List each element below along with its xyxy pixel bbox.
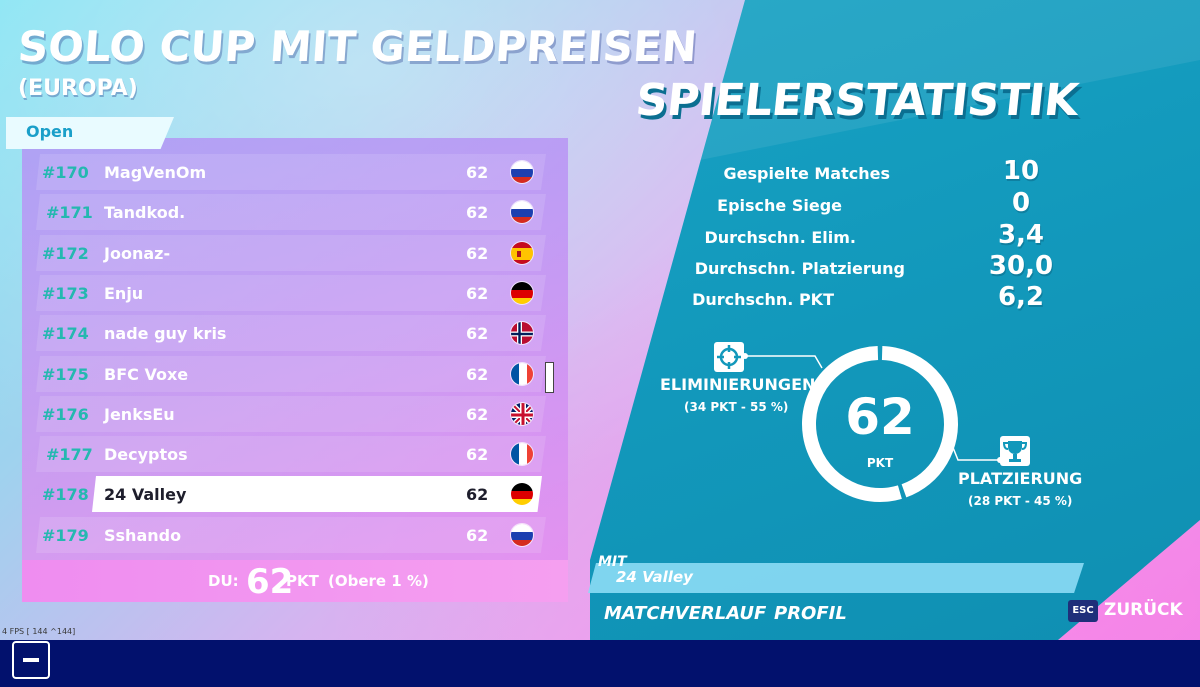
stat-value: 3,4	[997, 220, 1045, 250]
donut-unit: PKT	[866, 456, 894, 470]
leaderboard-row[interactable]	[36, 194, 546, 230]
teammate-label: MIT	[598, 554, 627, 570]
donut-connectors	[0, 0, 1200, 640]
eliminations-detail: (34 PKT - 55 %)	[684, 400, 789, 414]
ru-flag-icon	[510, 200, 534, 224]
ru-flag-icon	[510, 160, 534, 184]
leaderboard-points: 62	[466, 405, 489, 424]
crosshair-icon	[714, 342, 744, 372]
stat-label: Durchschn. PKT	[692, 290, 834, 309]
placement-label: PLATZIERUNG	[958, 469, 1083, 488]
fr-flag-icon	[510, 442, 534, 466]
stat-value: 0	[1011, 188, 1031, 218]
leaderboard-player-name: JenksEu	[104, 405, 175, 424]
leaderboard-points: 62	[466, 203, 489, 222]
donut-segment-eliminations	[802, 346, 902, 502]
gb-flag-icon	[510, 402, 534, 426]
teammate-bar	[588, 563, 1084, 593]
minimize-icon	[23, 658, 39, 662]
fps-counter: 4 FPS [ 144 ^144]	[2, 627, 76, 636]
leaderboard-row[interactable]	[36, 275, 546, 311]
your-score-unit: PKT	[286, 572, 319, 590]
es-flag-icon	[510, 241, 534, 265]
match-history-button[interactable]: MATCHVERLAUF	[604, 603, 767, 624]
ru-flag-icon	[510, 523, 534, 547]
stat-value: 10	[1002, 156, 1040, 186]
leaderboard-points: 62	[466, 445, 489, 464]
back-label: ZURÜCK	[1104, 600, 1183, 620]
leaderboard-rank: #170	[42, 163, 89, 182]
place-connector-line	[949, 439, 1000, 461]
stat-value: 30,0	[988, 251, 1054, 281]
leaderboard-rank: #173	[42, 284, 89, 303]
teammate-name: 24 Valley	[616, 568, 693, 586]
stat-label: Epische Siege	[717, 196, 842, 215]
trophy-icon	[1000, 436, 1030, 466]
placement-detail: (28 PKT - 45 %)	[968, 494, 1073, 508]
leaderboard-points: 62	[466, 163, 489, 182]
leaderboard-scroll-handle[interactable]	[545, 362, 554, 393]
leaderboard-rank: #172	[42, 244, 89, 263]
leaderboard-points: 62	[466, 324, 489, 343]
tab-open[interactable]: Open	[6, 117, 174, 149]
leaderboard-row[interactable]	[36, 154, 546, 190]
leaderboard-row[interactable]	[36, 315, 546, 351]
leaderboard-rank: #179	[42, 526, 89, 545]
leaderboard-rank: #178	[42, 485, 89, 504]
de-flag-icon	[510, 482, 534, 506]
leaderboard-player-name: Joonaz-	[104, 244, 171, 263]
leaderboard-row[interactable]	[36, 235, 546, 271]
leaderboard-points: 62	[466, 365, 489, 384]
leaderboard-row[interactable]	[36, 436, 546, 472]
leaderboard-player-name: nade guy kris	[104, 324, 227, 343]
leaderboard-player-name: 24 Valley	[104, 485, 187, 504]
fr-flag-icon	[510, 362, 534, 386]
elim-connector-line	[745, 355, 823, 369]
minimize-button[interactable]	[12, 641, 50, 679]
leaderboard-player-name: Enju	[104, 284, 144, 303]
leaderboard-rank: #174	[42, 324, 89, 343]
donut-total-points: 62	[845, 388, 915, 446]
leaderboard-points: 62	[466, 526, 489, 545]
leaderboard-points: 62	[466, 485, 489, 504]
esc-key-icon: ESC	[1068, 600, 1098, 622]
leaderboard-row[interactable]	[36, 356, 546, 392]
leaderboard-points: 62	[466, 284, 489, 303]
leaderboard-points: 62	[466, 244, 489, 263]
donut-segment-placement	[881, 346, 958, 498]
points-donut	[802, 346, 958, 502]
back-button[interactable]: ESC ZURÜCK	[1066, 598, 1186, 626]
profile-button[interactable]: PROFIL	[774, 603, 847, 624]
stat-label: Durchschn. Platzierung	[694, 259, 905, 278]
leaderboard-row[interactable]	[92, 476, 542, 512]
tournament-region: (EUROPA)	[18, 76, 138, 101]
leaderboard-player-name: Decyptos	[104, 445, 188, 464]
no-flag-icon	[510, 321, 534, 345]
de-flag-icon	[510, 281, 534, 305]
leaderboard-panel	[22, 138, 568, 602]
your-score-label: DU:	[208, 572, 239, 590]
leaderboard-row[interactable]	[36, 396, 546, 432]
leaderboard-player-name: MagVenOm	[104, 163, 207, 182]
leaderboard-rank: #176	[42, 405, 89, 424]
taskbar	[0, 640, 1200, 687]
eliminations-label: ELIMINIERUNGEN	[660, 375, 816, 394]
your-score-bar: DU: 62 PKT (Obere 1 %)	[22, 560, 568, 602]
leaderboard-row[interactable]	[36, 517, 546, 553]
stat-label: Durchschn. Elim.	[704, 228, 856, 247]
leaderboard-player-name: Sshando	[104, 526, 182, 545]
your-score-percentile: (Obere 1 %)	[328, 572, 429, 590]
leaderboard-rank: #177	[46, 445, 93, 464]
leaderboard-player-name: BFC Voxe	[104, 365, 189, 384]
leaderboard-rank: #175	[42, 365, 89, 384]
leaderboard-rank: #171	[46, 203, 93, 222]
stat-value: 6,2	[997, 282, 1045, 312]
leaderboard-player-name: Tandkod.	[104, 203, 186, 222]
stat-label: Gespielte Matches	[723, 164, 890, 183]
your-score-points: 62	[246, 562, 294, 602]
